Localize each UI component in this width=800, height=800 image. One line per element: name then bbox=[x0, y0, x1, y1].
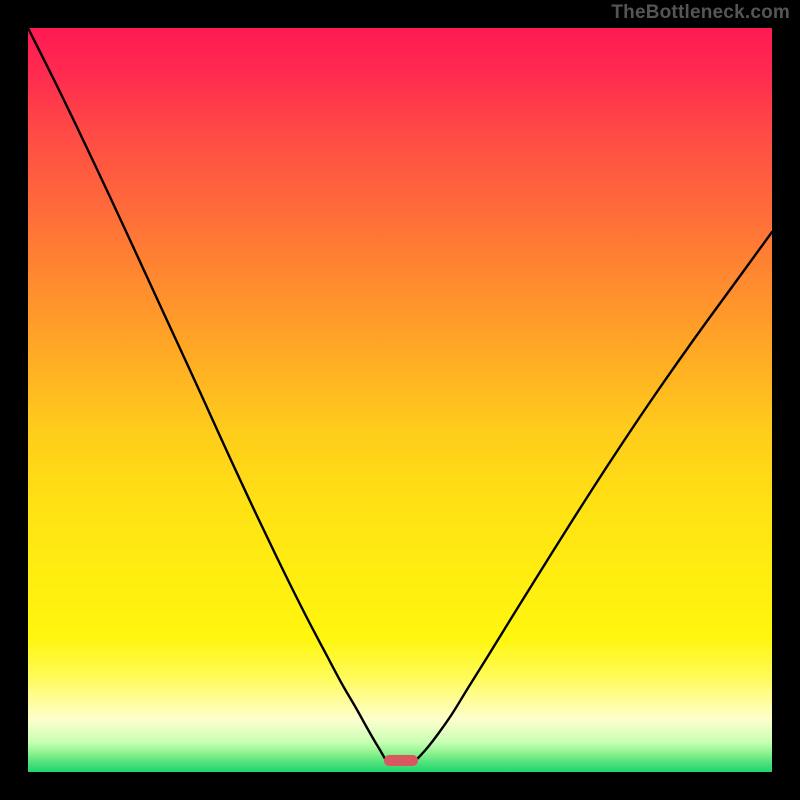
watermark-text: TheBottleneck.com bbox=[611, 2, 790, 24]
chart-svg bbox=[0, 0, 800, 800]
plot-background bbox=[28, 28, 772, 772]
chart-stage: TheBottleneck.com bbox=[0, 0, 800, 800]
minimum-marker bbox=[384, 755, 418, 766]
